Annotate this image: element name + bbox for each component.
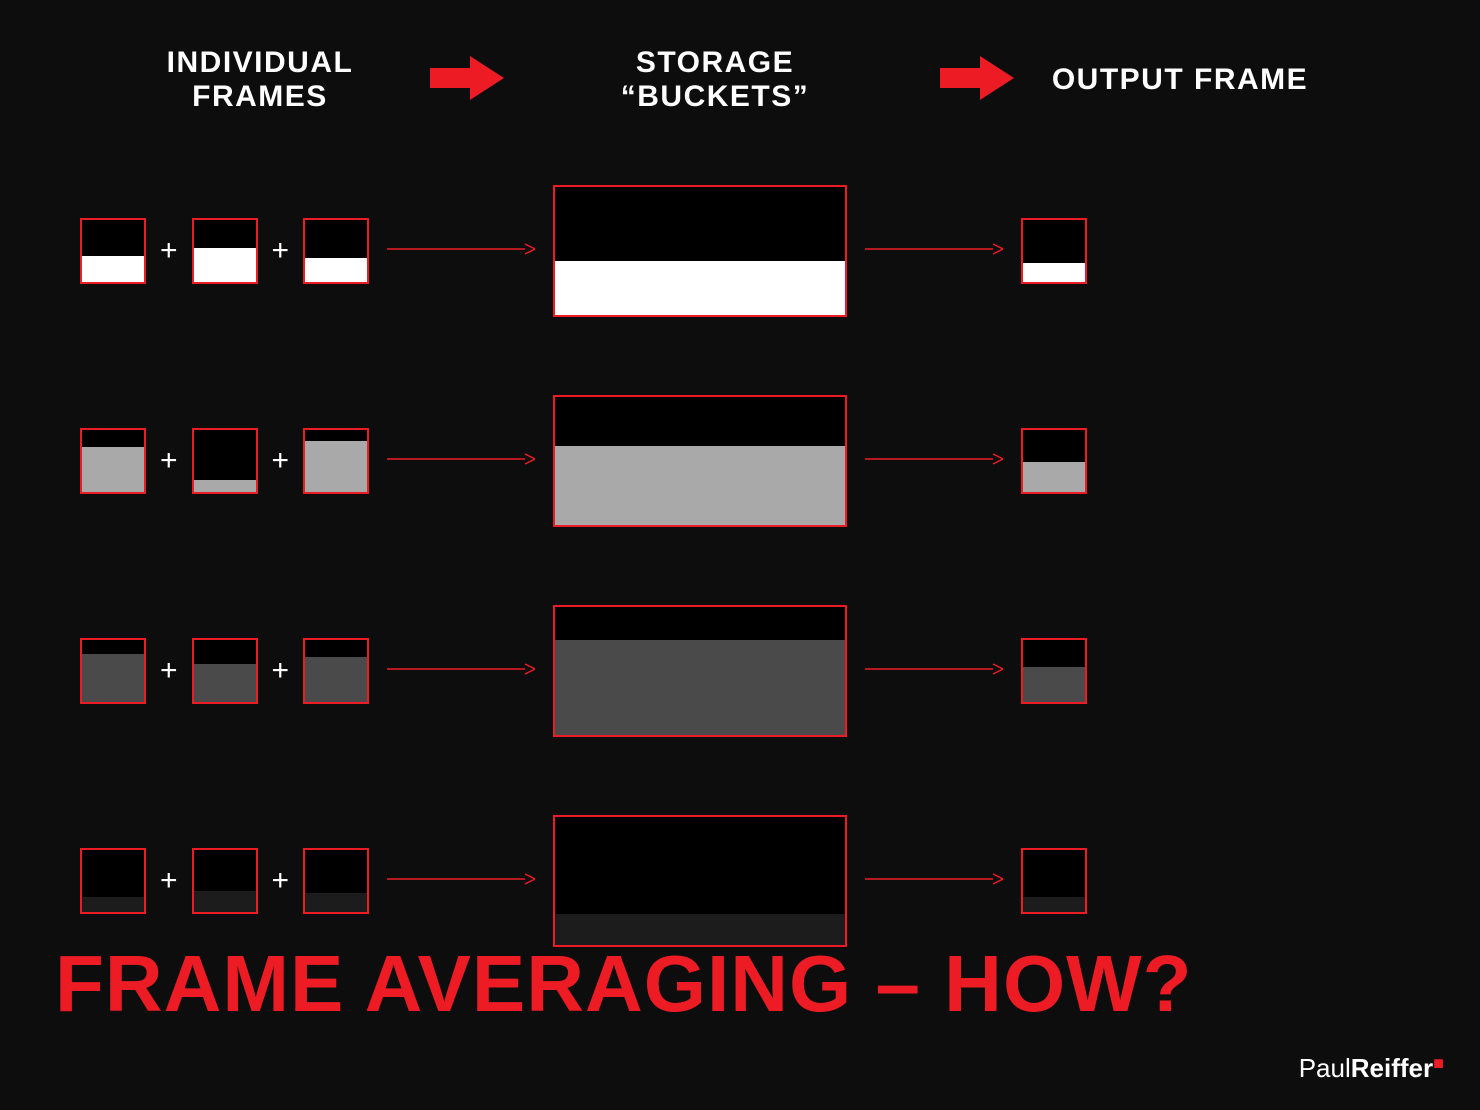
fill-bar: [1023, 263, 1085, 282]
thin-arrow-icon: [865, 872, 1003, 890]
credit-dot-icon: ■: [1433, 1053, 1444, 1073]
title-text: FRAME AVERAGING – HOW?: [55, 939, 1193, 1028]
input-frame: [303, 218, 369, 284]
header-individual: INDIVIDUAL FRAMES: [110, 46, 410, 114]
fill-bar: [555, 640, 845, 735]
diagram-row: ++: [80, 605, 1400, 737]
plus-symbol: +: [146, 864, 192, 898]
fill-bar: [1023, 667, 1085, 702]
plus-symbol: +: [146, 654, 192, 688]
thin-arrow-icon: [387, 662, 535, 680]
fill-bar: [555, 446, 845, 525]
output-frame: [1021, 638, 1087, 704]
input-frame: [80, 638, 146, 704]
diagram-row: ++: [80, 395, 1400, 527]
thin-arrow-icon: [865, 452, 1003, 470]
credit-firstname: Paul: [1299, 1053, 1351, 1083]
plus-symbol: +: [146, 234, 192, 268]
bucket-frame: [553, 185, 847, 317]
input-frame: [303, 638, 369, 704]
thin-arrow-icon: [865, 242, 1003, 260]
diagram-row: ++: [80, 185, 1400, 317]
bucket-frame: [553, 395, 847, 527]
input-frame: [192, 428, 258, 494]
fill-bar: [82, 654, 144, 702]
fill-bar: [194, 664, 256, 702]
fill-bar: [82, 256, 144, 282]
input-frame: [192, 848, 258, 914]
input-frame: [192, 638, 258, 704]
thin-arrow-icon: [387, 872, 535, 890]
header-storage: STORAGE “BUCKETS”: [565, 46, 865, 114]
fill-bar: [305, 258, 367, 282]
plus-symbol: +: [146, 444, 192, 478]
bucket-frame: [553, 605, 847, 737]
credit-label: PaulReiffer■: [1299, 1053, 1444, 1084]
fill-bar: [1023, 462, 1085, 492]
plus-symbol: +: [258, 444, 304, 478]
input-frame: [80, 848, 146, 914]
input-frame: [80, 428, 146, 494]
thin-arrow-icon: [387, 242, 535, 260]
fill-bar: [194, 480, 256, 492]
input-frame: [192, 218, 258, 284]
fill-bar: [82, 447, 144, 492]
output-frame: [1021, 848, 1087, 914]
arrow-icon: [430, 56, 504, 105]
output-frame: [1021, 218, 1087, 284]
plus-symbol: +: [258, 234, 304, 268]
main-title: FRAME AVERAGING – HOW?: [55, 938, 1193, 1030]
bucket-frame: [553, 815, 847, 947]
plus-symbol: +: [258, 864, 304, 898]
fill-bar: [305, 441, 367, 492]
output-frame: [1021, 428, 1087, 494]
thin-arrow-icon: [387, 452, 535, 470]
diagram-row: ++: [80, 815, 1400, 947]
fill-bar: [305, 657, 367, 702]
fill-bar: [194, 248, 256, 282]
input-frame: [80, 218, 146, 284]
credit-lastname: Reiffer: [1351, 1053, 1433, 1083]
fill-bar: [82, 897, 144, 912]
fill-bar: [1023, 897, 1085, 912]
diagram-rows: ++++++++: [80, 185, 1400, 1025]
arrow-icon: [940, 56, 1014, 105]
fill-bar: [555, 261, 845, 315]
header-output: OUTPUT FRAME: [1040, 63, 1320, 97]
fill-bar: [305, 893, 367, 912]
input-frame: [303, 428, 369, 494]
input-frame: [303, 848, 369, 914]
thin-arrow-icon: [865, 662, 1003, 680]
fill-bar: [194, 891, 256, 912]
plus-symbol: +: [258, 654, 304, 688]
